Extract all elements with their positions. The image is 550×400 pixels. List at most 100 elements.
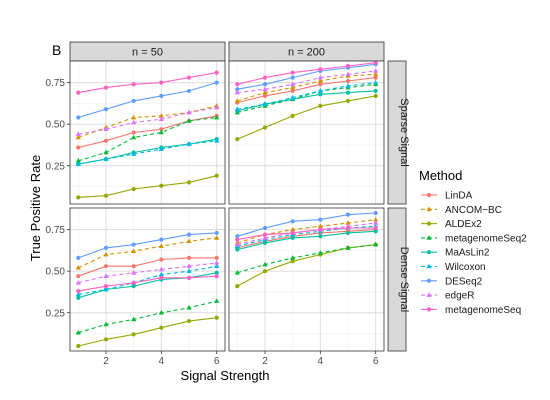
series-line	[237, 82, 376, 110]
data-point	[76, 289, 81, 294]
data-point	[214, 263, 220, 268]
legend-label: metagenomeSeq	[445, 305, 521, 316]
series-line	[78, 317, 217, 347]
data-point	[262, 93, 268, 99]
data-point	[103, 156, 109, 161]
data-point	[159, 237, 164, 242]
series-line	[237, 70, 376, 94]
series-line	[78, 262, 217, 284]
data-point	[234, 89, 240, 95]
data-point	[345, 78, 351, 84]
panel-background	[70, 208, 225, 351]
data-point	[186, 180, 192, 185]
series-metagenomeseq	[76, 274, 219, 294]
legend-item: LinDA	[421, 191, 473, 202]
legend-marker	[426, 263, 432, 269]
data-point	[76, 145, 81, 150]
data-point	[76, 255, 81, 260]
series-line	[78, 175, 217, 198]
data-point	[159, 325, 164, 330]
data-point	[214, 315, 219, 320]
x-axis-title: Signal Strength	[181, 368, 270, 383]
series-line	[78, 265, 217, 296]
series-line	[78, 232, 217, 259]
data-point	[186, 232, 192, 237]
data-point	[158, 309, 164, 315]
data-point	[76, 195, 81, 200]
data-point	[103, 85, 109, 90]
series-metagenomeseq	[235, 60, 378, 87]
data-point	[373, 229, 378, 234]
legend-marker	[426, 307, 432, 312]
legend-item: Wilcoxon	[421, 262, 486, 273]
data-point	[345, 71, 351, 77]
legend-label: DESeq2	[445, 276, 483, 287]
data-point	[214, 274, 219, 279]
data-point	[290, 230, 295, 236]
data-point	[234, 98, 240, 103]
y-tick-label: 0.25	[46, 308, 66, 319]
data-point	[214, 255, 219, 260]
facet-strip-row-label: Sparse Signal	[398, 98, 410, 167]
series-line	[237, 62, 376, 85]
data-point	[186, 109, 192, 115]
data-point	[214, 138, 220, 143]
series-line	[78, 116, 217, 162]
series-line	[78, 107, 217, 135]
series-metagenomeseq2	[75, 298, 220, 335]
legend: Method LinDA ANCOM−BC ALDEx2 metagenomeSeq2…	[419, 168, 527, 316]
data-point	[131, 151, 137, 156]
data-point	[214, 270, 219, 275]
legend-item: edgeR	[421, 291, 474, 302]
series-ancom-bc	[75, 103, 220, 140]
data-point	[318, 82, 323, 87]
panel-label: B	[52, 42, 61, 58]
data-point	[345, 63, 351, 69]
series-line	[78, 257, 217, 277]
panel-border	[228, 60, 385, 205]
legend-label: ALDEx2	[445, 219, 482, 230]
data-point	[262, 89, 268, 95]
series-line	[237, 230, 376, 251]
data-point	[345, 90, 351, 95]
data-point	[76, 274, 81, 279]
legend-marker	[426, 206, 432, 212]
data-point	[103, 273, 109, 278]
series-line	[78, 275, 217, 292]
series-line	[78, 237, 217, 269]
data-point	[373, 241, 379, 247]
series-maaslin2	[235, 229, 378, 252]
data-point	[262, 269, 268, 274]
data-point	[186, 88, 192, 94]
data-point	[131, 119, 137, 125]
data-point	[290, 84, 296, 90]
data-point	[235, 87, 240, 92]
series-deseq2	[235, 210, 378, 239]
data-point	[76, 115, 81, 120]
data-point	[75, 291, 81, 297]
data-point	[235, 237, 240, 242]
legend-marker	[426, 250, 432, 255]
data-point	[373, 79, 379, 85]
series-line	[237, 63, 376, 90]
series-line	[78, 105, 217, 139]
x-tick-label: 2	[103, 356, 109, 367]
series-edger	[75, 104, 220, 136]
data-point	[186, 238, 192, 244]
data-point	[373, 216, 379, 222]
series-deseq2	[76, 230, 219, 260]
data-point	[75, 134, 81, 140]
series-line	[237, 83, 376, 114]
legend-label: metagenomeSeq2	[445, 233, 527, 244]
data-point	[103, 245, 109, 251]
data-point	[262, 86, 268, 92]
data-point	[317, 88, 323, 93]
data-point	[373, 88, 378, 94]
data-point	[131, 242, 136, 247]
legend-item: metagenomeSeq2	[421, 233, 527, 244]
data-point	[262, 125, 268, 130]
series-line	[237, 95, 376, 140]
series-edger	[234, 68, 379, 95]
data-point	[318, 217, 323, 222]
